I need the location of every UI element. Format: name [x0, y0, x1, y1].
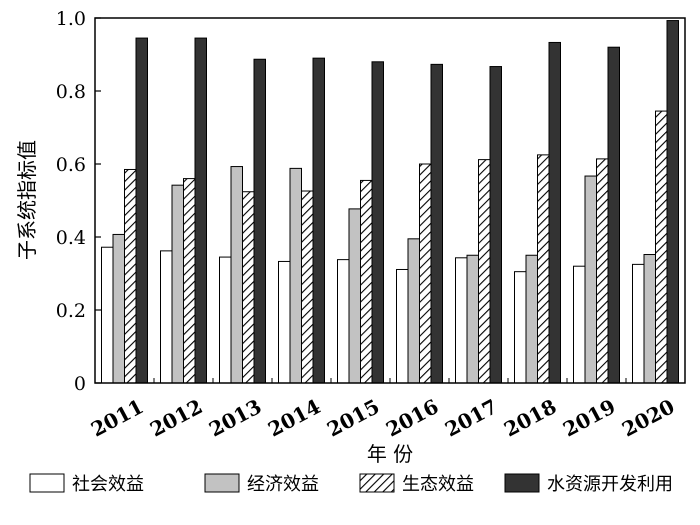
legend-label-1: 社会效益	[72, 474, 144, 495]
bar-2014-series-4	[312, 57, 325, 384]
bar-2018-series-1	[514, 271, 527, 384]
bar-2015-series-3	[360, 179, 373, 384]
bar-2013-series-4	[253, 58, 266, 384]
y-tick-label: 0.2	[56, 300, 86, 322]
x-tick-label: 2012	[146, 394, 206, 441]
y-axis: 0 0.2 0.4 0.6 0.8 1.0	[56, 8, 101, 395]
x-tick-label: 2017	[441, 394, 501, 441]
legend: 社会效益 经济效益 生态效益 水资源开发利用	[29, 473, 673, 495]
y-axis-label: 子系统指标值	[15, 140, 39, 260]
bar-2016-series-3	[419, 163, 432, 384]
bar-2017-series-2	[466, 254, 479, 384]
bar-2016-series-2	[407, 238, 420, 384]
x-tick-label: 2014	[264, 394, 324, 441]
bar-2015-series-1	[337, 259, 350, 384]
bar-2017-series-4	[489, 66, 502, 384]
y-tick-label: 0.8	[56, 81, 86, 103]
bar-2012-series-1	[160, 250, 173, 384]
bar-2016-series-4	[430, 63, 443, 384]
bar-2013-series-1	[219, 256, 232, 384]
legend-label-3: 生态效益	[402, 474, 474, 495]
bar-2019-series-1	[573, 265, 586, 384]
bar-2012-series-2	[171, 184, 184, 384]
bar-2017-series-3	[478, 159, 491, 384]
legend-swatch-2	[204, 473, 240, 493]
x-tick-label: 2013	[205, 394, 265, 441]
x-tick-label: 2015	[323, 394, 383, 441]
legend-swatch-4	[504, 473, 540, 493]
bar-2011-series-3	[124, 168, 137, 384]
x-tick-label: 2018	[500, 394, 560, 441]
bar-2013-series-2	[230, 166, 243, 384]
x-tick-label: 2016	[382, 394, 442, 441]
bar-2018-series-4	[548, 41, 561, 384]
bar-2014-series-1	[278, 260, 291, 384]
bar-2013-series-3	[242, 191, 255, 384]
bar-2011-series-1	[101, 246, 114, 384]
bar-2012-series-3	[183, 178, 196, 384]
x-tick-label: 2019	[559, 394, 619, 441]
legend-swatch-1	[29, 473, 65, 493]
bar-2020-series-4	[666, 20, 679, 384]
bar-2015-series-4	[371, 61, 384, 384]
bars-group	[101, 20, 679, 384]
bar-2017-series-1	[455, 257, 468, 384]
bar-2014-series-2	[289, 167, 302, 384]
bar-2011-series-2	[112, 233, 125, 384]
legend-label-2: 经济效益	[247, 474, 319, 495]
y-tick-label: 0.6	[56, 154, 86, 176]
bar-2015-series-2	[348, 208, 361, 384]
y-tick-label: 0.4	[56, 227, 86, 249]
y-tick-label: 0	[74, 373, 86, 395]
x-tick-label: 2011	[87, 394, 147, 441]
bar-2016-series-1	[396, 268, 409, 384]
bar-2011-series-4	[135, 37, 148, 384]
bar-2018-series-2	[525, 254, 538, 384]
bar-2019-series-2	[584, 175, 597, 384]
x-axis-label: 年 份	[367, 442, 413, 466]
x-tick-label: 2020	[618, 394, 678, 441]
bar-2020-series-3	[655, 110, 668, 384]
bar-2018-series-3	[537, 154, 550, 384]
y-tick-label: 1.0	[56, 8, 86, 30]
bar-2019-series-4	[607, 46, 620, 384]
legend-label-4: 水资源开发利用	[547, 474, 673, 495]
bar-2019-series-3	[596, 158, 609, 384]
bar-2020-series-1	[632, 263, 645, 384]
bar-2014-series-3	[301, 190, 314, 384]
bar-2012-series-4	[194, 37, 207, 384]
bar-2020-series-2	[643, 254, 656, 384]
legend-swatch-3	[359, 473, 395, 493]
